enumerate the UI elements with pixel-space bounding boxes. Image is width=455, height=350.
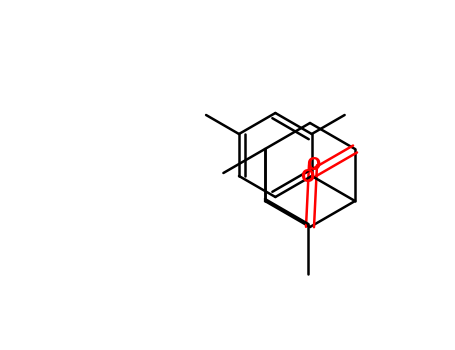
Text: O: O [300,168,314,186]
Text: O: O [306,156,320,174]
